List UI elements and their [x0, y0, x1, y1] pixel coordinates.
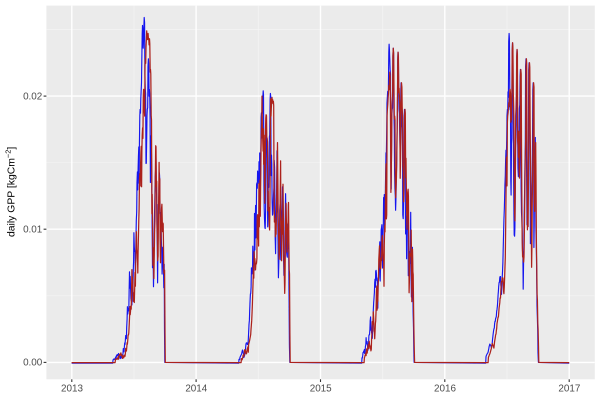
- svg-text:0.00: 0.00: [23, 358, 43, 369]
- svg-text:2013: 2013: [61, 384, 83, 395]
- svg-text:2015: 2015: [310, 384, 332, 395]
- svg-text:daily GPP [kgCm−2]: daily GPP [kgCm−2]: [3, 147, 17, 237]
- svg-text:2014: 2014: [185, 384, 207, 395]
- svg-text:2017: 2017: [558, 384, 580, 395]
- svg-text:0.01: 0.01: [23, 224, 43, 235]
- svg-text:2016: 2016: [434, 384, 456, 395]
- svg-text:0.02: 0.02: [23, 91, 42, 102]
